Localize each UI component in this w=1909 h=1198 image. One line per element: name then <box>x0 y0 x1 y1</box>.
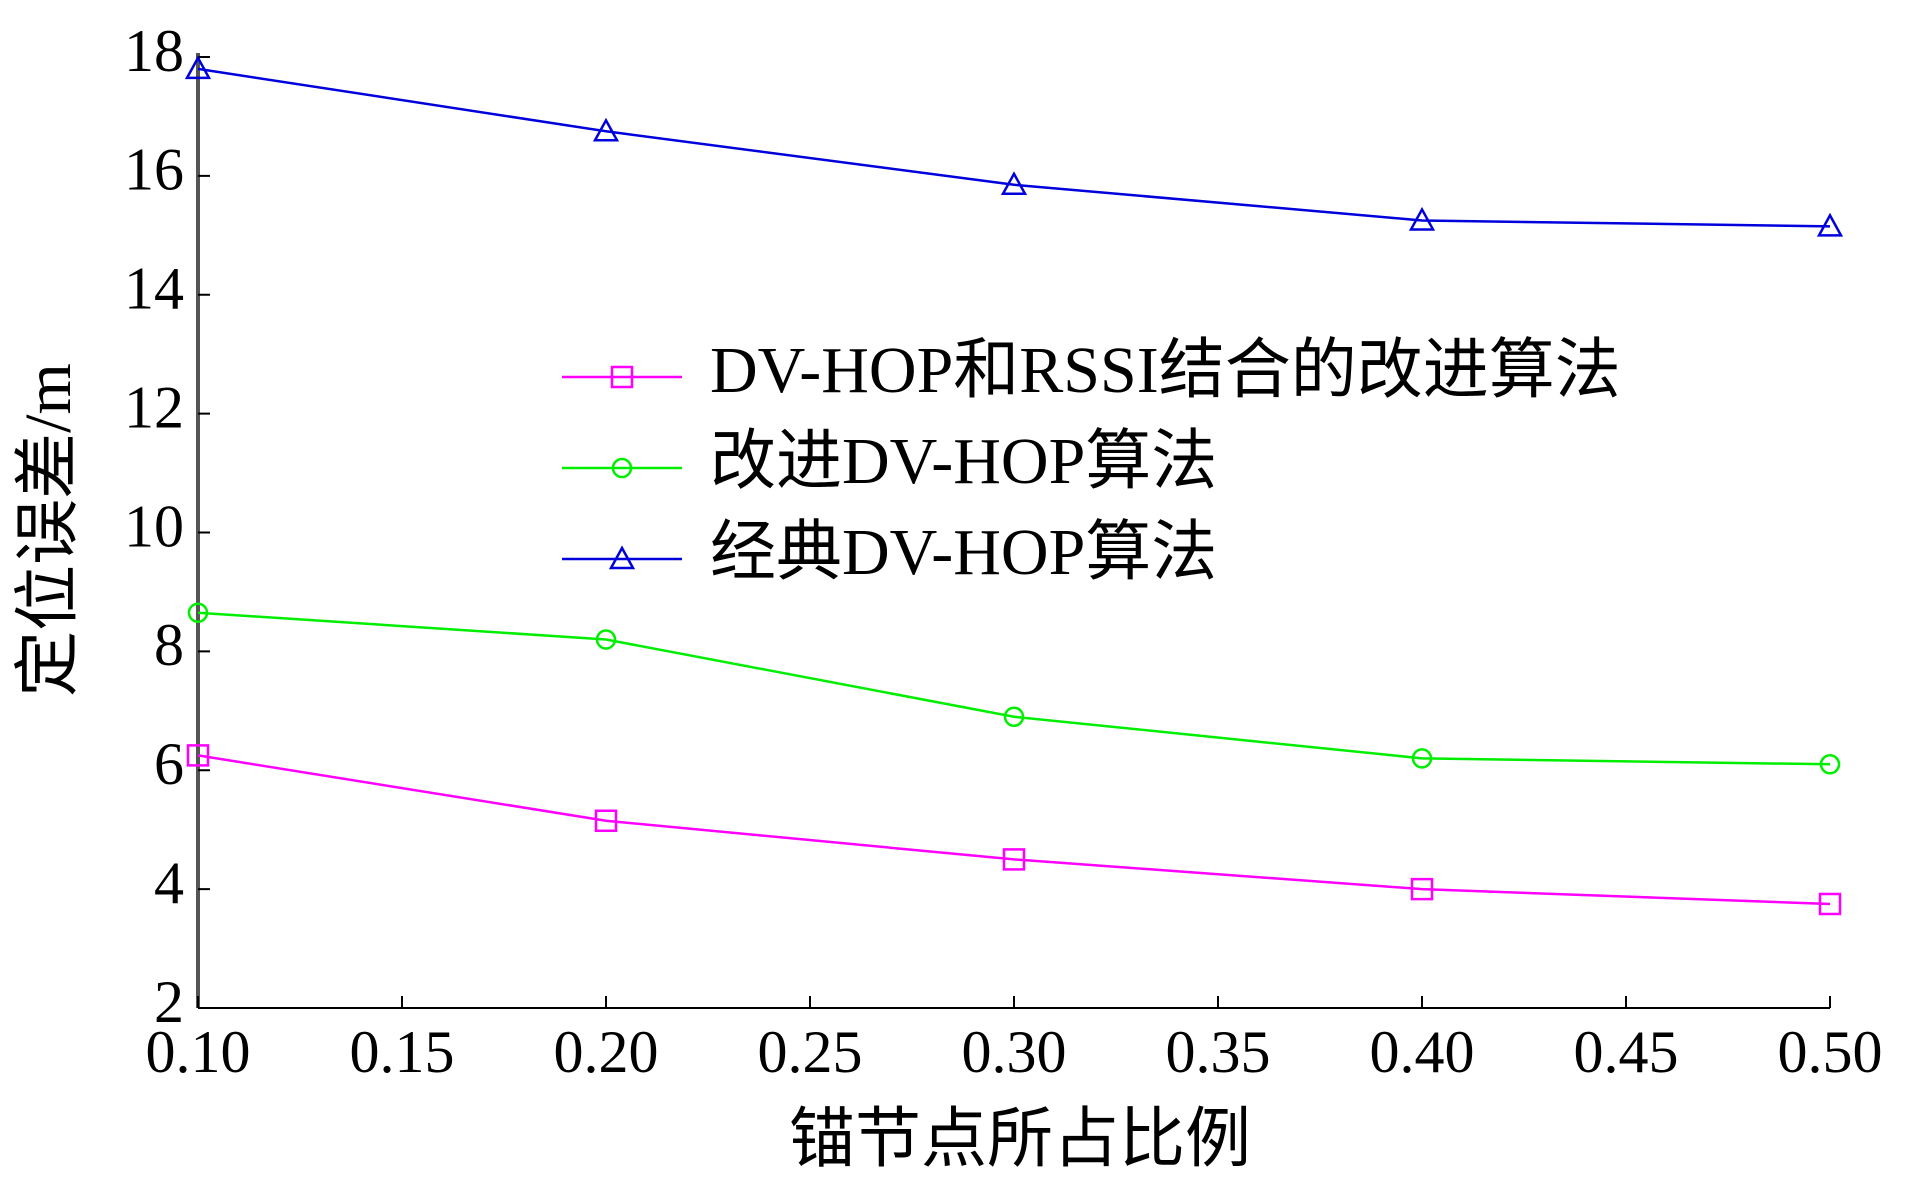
y-tick-label: 8 <box>154 612 184 678</box>
legend-marker <box>611 457 633 479</box>
y-tick-label: 2 <box>154 969 184 1035</box>
legend-label: 改进DV-HOP算法 <box>710 425 1217 498</box>
marker <box>594 809 618 833</box>
y-tick-label: 12 <box>124 374 184 440</box>
x-tick-label: 0.30 <box>962 1019 1067 1085</box>
series-line <box>197 611 1831 766</box>
x-tick-label: 0.35 <box>1166 1019 1271 1085</box>
marker <box>186 744 210 767</box>
y-tick-label: 16 <box>124 137 184 203</box>
marker <box>1411 748 1433 769</box>
marker <box>1000 171 1028 196</box>
marker <box>187 602 209 623</box>
legend-marker <box>610 365 634 389</box>
marker <box>1003 706 1025 728</box>
marker <box>1816 212 1844 237</box>
y-tick-label: 6 <box>154 731 184 797</box>
x-tick-label: 0.15 <box>350 1019 455 1085</box>
y-axis-label: 定位误差/m <box>12 363 85 697</box>
marker <box>1819 754 1841 775</box>
marker <box>1002 848 1026 871</box>
marker <box>184 55 212 80</box>
x-axis-label: 锚节点所占比例 <box>789 1103 1251 1176</box>
x-tick-label: 0.10 <box>146 1019 251 1085</box>
marker <box>1408 206 1436 231</box>
y-tick-label: 14 <box>124 256 184 322</box>
x-tick-label: 0.20 <box>554 1019 659 1085</box>
legend-label: 经典DV-HOP算法 <box>710 516 1217 589</box>
legend-marker <box>608 545 636 570</box>
legend-label: DV-HOP和RSSI结合的改进算法 <box>710 334 1621 407</box>
series-line <box>197 754 1831 906</box>
y-tick-label: 4 <box>154 850 184 916</box>
x-tick-label: 0.40 <box>1370 1019 1475 1085</box>
marker <box>595 629 617 650</box>
y-tick-label: 18 <box>124 18 184 84</box>
marker <box>1410 877 1434 901</box>
marker <box>1818 892 1842 916</box>
marker <box>592 117 620 142</box>
x-tick-label: 0.50 <box>1778 1019 1883 1085</box>
y-tick-label: 10 <box>124 493 184 559</box>
x-tick-label: 0.25 <box>758 1019 863 1085</box>
series-line <box>197 67 1831 228</box>
x-tick-label: 0.45 <box>1574 1019 1679 1085</box>
